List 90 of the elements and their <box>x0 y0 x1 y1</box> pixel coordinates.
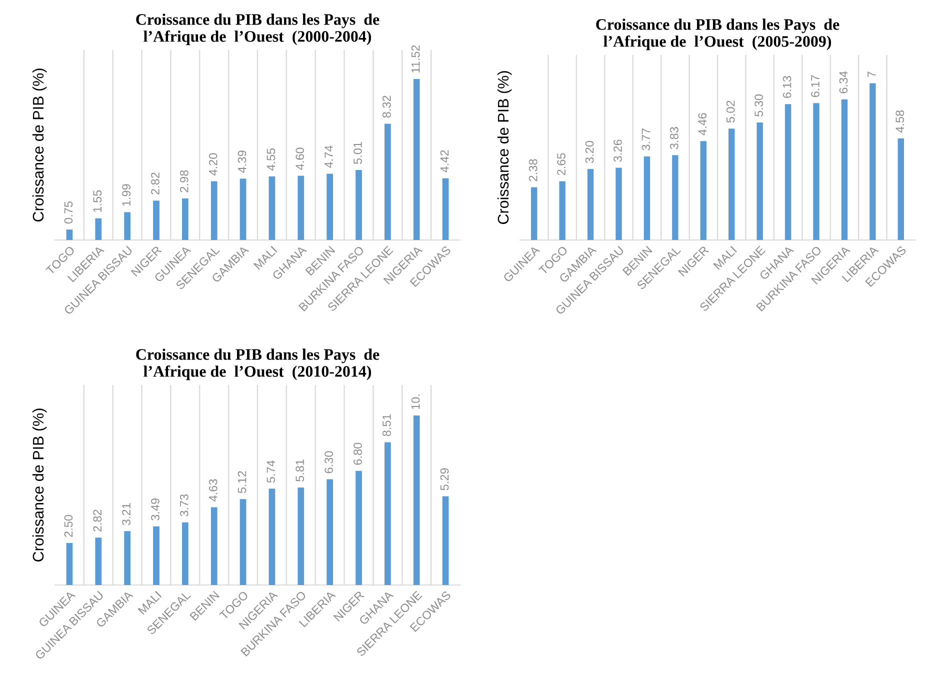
bar <box>153 200 160 240</box>
data-label: 3.26 <box>614 140 622 162</box>
data-label: 3.73 <box>180 494 188 516</box>
bar <box>559 181 566 240</box>
data-label: 4.74 <box>324 146 333 168</box>
bar <box>124 531 131 585</box>
data-label: 6.13 <box>782 76 792 98</box>
bar <box>356 170 362 240</box>
bar <box>672 155 678 240</box>
bar <box>66 230 73 240</box>
bar <box>268 488 276 585</box>
data-label: 5.29 <box>440 468 449 490</box>
data-label: 2.82 <box>93 510 102 532</box>
y-axis-title: Croissance de PIB (%) <box>32 408 47 562</box>
data-label: 1.99 <box>122 184 130 206</box>
data-label: 6.17 <box>811 75 820 98</box>
bar <box>531 187 538 240</box>
data-label: 5.30 <box>754 94 763 116</box>
bar <box>413 78 420 240</box>
bar <box>182 522 188 585</box>
bar <box>66 543 73 585</box>
bar <box>870 83 876 240</box>
data-label: 4.63 <box>208 479 218 502</box>
bar <box>95 218 102 240</box>
data-label: 3.83 <box>670 127 678 150</box>
data-label: 5.01 <box>354 142 362 164</box>
data-label: 2.65 <box>557 153 566 176</box>
data-label: 2.82 <box>151 172 160 194</box>
chart-title: Croissance du PIB dans les Pays de l’Afrique de l’Ouest (2005-2009) <box>596 18 840 50</box>
bar <box>442 178 449 240</box>
bar <box>644 156 650 240</box>
bar <box>95 538 102 585</box>
bar <box>356 470 362 585</box>
y-axis-title: Croissance de PIB (%) <box>32 68 47 222</box>
data-label: 0.75 <box>64 201 73 224</box>
data-label: 8.32 <box>382 96 391 118</box>
bar <box>326 174 334 240</box>
chart-title: Croissance du PIB dans les Pays de l’Afrique de l’Ouest (2000-2004) <box>136 14 380 46</box>
bar <box>124 212 131 240</box>
data-label: 4.39 <box>238 150 246 173</box>
data-label: 4.46 <box>698 113 707 136</box>
bar <box>298 488 304 585</box>
bar <box>384 124 391 240</box>
bar <box>616 168 622 240</box>
data-label: 10. <box>411 394 420 410</box>
data-label: 2.98 <box>180 170 188 192</box>
bar <box>153 526 160 585</box>
data-label: 3.20 <box>585 140 594 164</box>
bar <box>384 442 391 585</box>
data-label: 1.55 <box>93 190 102 212</box>
bar <box>841 99 848 240</box>
bar <box>210 507 218 585</box>
data-label: 3.21 <box>122 503 130 526</box>
bar <box>442 496 449 585</box>
bar <box>756 122 763 240</box>
data-label: 4.20 <box>208 153 218 176</box>
bar <box>326 479 334 585</box>
bar <box>700 141 706 240</box>
data-label: 4.42 <box>440 150 449 172</box>
data-label: 6.80 <box>354 442 362 465</box>
bar <box>413 416 420 585</box>
data-label: 6.30 <box>324 451 333 474</box>
chart-title: Croissance du PIB dans les Pays de l’Afrique de l’Ouest (2010-2014) <box>136 348 380 380</box>
data-label: 4.55 <box>266 148 276 171</box>
data-label: 3.49 <box>151 498 160 520</box>
bar <box>210 181 218 240</box>
data-label: 5.12 <box>238 471 246 494</box>
data-label: 5.81 <box>296 460 304 482</box>
data-label: 6.34 <box>839 71 848 94</box>
data-label: 2.50 <box>64 514 73 537</box>
data-label: 11.52 <box>411 45 420 73</box>
data-label: 8.51 <box>382 414 391 436</box>
data-label: 5.02 <box>726 100 735 123</box>
bar <box>898 138 904 240</box>
data-label: 4.60 <box>296 148 304 170</box>
bar <box>784 104 792 240</box>
data-label: 4.58 <box>896 110 904 133</box>
bar <box>240 499 246 585</box>
bar <box>182 198 188 240</box>
bar <box>813 103 820 240</box>
data-label: 3.77 <box>642 128 650 150</box>
bar <box>298 176 304 240</box>
data-label: 2.38 <box>528 159 538 182</box>
bar <box>587 169 594 240</box>
bar <box>268 176 276 240</box>
bar <box>240 178 246 240</box>
data-label: 5.74 <box>266 460 276 483</box>
data-label: 7 <box>868 72 876 78</box>
y-axis-title: Croissance de PIB (%) <box>497 71 512 224</box>
bar <box>728 128 735 240</box>
